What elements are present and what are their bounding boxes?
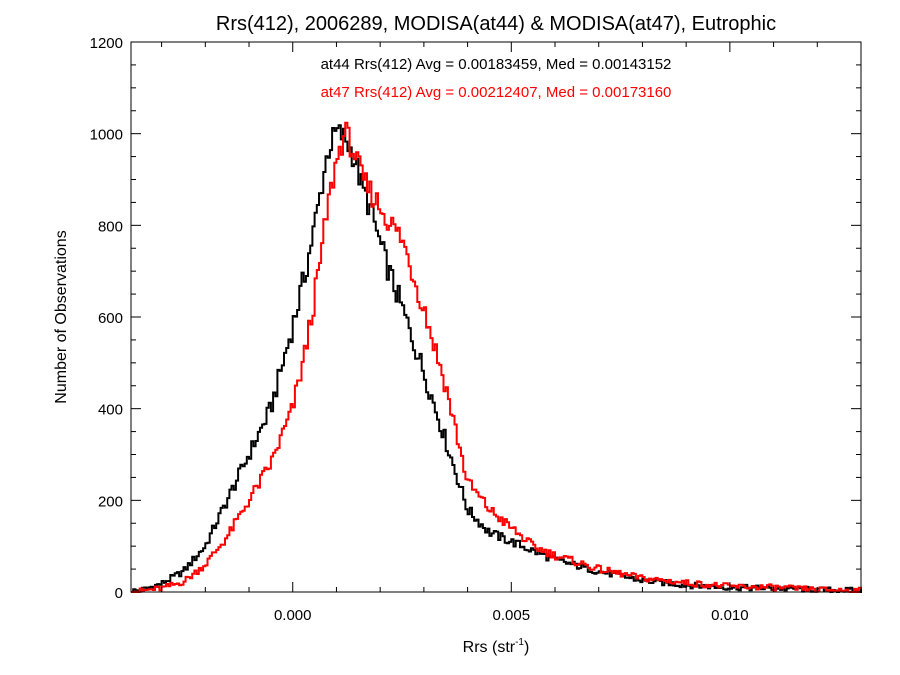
y-tick-label: 600 bbox=[98, 310, 123, 327]
x-tick-label: 0.005 bbox=[493, 607, 531, 624]
series-2-histogram-line bbox=[131, 121, 862, 593]
y-tick-label: 0 bbox=[115, 585, 123, 602]
x-tick-label: 0.000 bbox=[274, 607, 312, 624]
series-1-histogram-line bbox=[131, 124, 862, 593]
y-tick-label: 800 bbox=[98, 218, 123, 235]
y-tick-label: 200 bbox=[98, 493, 123, 510]
plot-frame bbox=[130, 41, 862, 593]
x-axis-label-sup: -1 bbox=[515, 637, 524, 648]
x-tick-label: 0.010 bbox=[711, 607, 749, 624]
axis-layer: 0 200 400 600 800 1000 1200 0.000 0.005 0.010 bbox=[90, 35, 861, 624]
annotation-at47: at47 Rrs(412) Avg = 0.00212407, Med = 0.… bbox=[321, 84, 672, 101]
annotation-at44: at44 Rrs(412) Avg = 0.00183459, Med = 0.… bbox=[321, 56, 672, 73]
series-layer bbox=[131, 121, 862, 593]
y-axis-label: Number of Observations bbox=[53, 230, 70, 403]
x-axis-label: Rrs (str-1) bbox=[463, 637, 530, 656]
y-tick-label: 1000 bbox=[90, 127, 123, 144]
x-axis-label-close: ) bbox=[524, 639, 529, 656]
x-axis-label-main: Rrs (str bbox=[463, 639, 516, 656]
y-tick-label: 1200 bbox=[90, 35, 123, 52]
chart-title: Rrs(412), 2006289, MODISA(at44) & MODISA… bbox=[216, 13, 776, 35]
y-tick-label: 400 bbox=[98, 402, 123, 419]
